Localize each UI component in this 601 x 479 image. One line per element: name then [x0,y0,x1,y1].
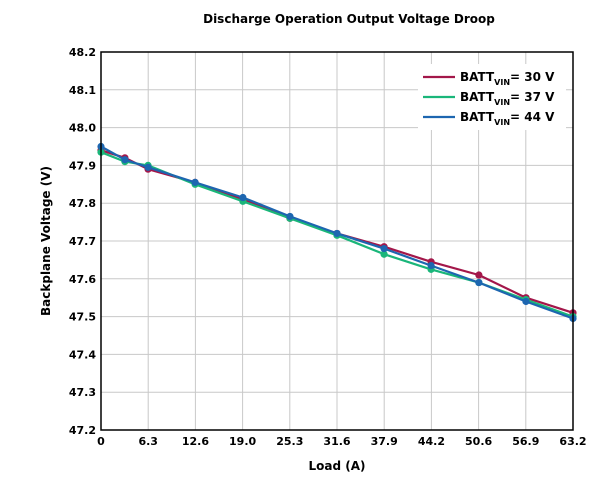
legend-label-suffix: = 37 V [510,90,555,104]
data-point [191,178,199,187]
y-tick-label: 48.0 [69,122,96,135]
x-tick-label: 44.2 [418,435,445,448]
y-tick-label: 47.7 [69,235,96,248]
y-tick-label: 47.4 [69,348,96,361]
data-point [333,229,341,238]
x-tick-label: 50.6 [465,435,492,448]
y-tick-label: 47.2 [69,424,96,437]
legend-label-suffix: = 30 V [510,70,555,84]
y-tick-labels: 47.2 47.3 47.4 47.5 47.6 47.7 47.8 47.9 48.0 48.1… [69,46,96,437]
data-point [239,193,247,202]
legend-label-main: BATT [460,90,495,104]
x-tick-label: 0 [97,435,105,448]
plot-frame [100,51,574,431]
legend-label: BATTVIN= 44 V [460,110,555,127]
x-tick-label: 37.9 [371,435,398,448]
legend-label-subscript: VIN [494,78,510,87]
y-tick-label: 48.1 [69,84,96,97]
x-axis-label: Load (A) [308,459,365,473]
legend-label-subscript: VIN [494,118,510,127]
x-tick-label: 56.9 [512,435,539,448]
data-point [144,163,152,171]
legend-label: BATTVIN= 37 V [460,90,555,107]
series-line [100,145,574,320]
data-point [475,271,483,279]
legend-label-main: BATT [460,110,495,124]
y-tick-label: 48.2 [69,46,96,59]
legend-label-subscript: VIN [494,98,510,107]
legend-label: BATTVIN= 30 V [460,70,555,87]
y-tick-label: 47.8 [69,197,96,210]
chart-title: Discharge Operation Output Voltage Droop [203,12,495,26]
y-tick-label: 47.3 [69,386,96,399]
x-tick-label: 31.6 [323,435,350,448]
y-axis-label: Backplane Voltage (V) [39,166,53,316]
y-tick-label: 47.6 [69,273,96,286]
x-tick-label: 25.3 [276,435,303,448]
legend-item: BATTVIN= 30 V [423,70,555,87]
legend-item: BATTVIN= 44 V [423,110,555,127]
y-tick-label: 47.9 [69,159,96,172]
x-tick-label: 19.0 [229,435,256,448]
x-tick-label: 63.2 [559,435,586,448]
data-point [121,156,129,164]
legend-label-main: BATT [460,70,495,84]
y-tick-label: 47.5 [69,311,96,324]
data-point [427,261,435,270]
data-point [475,278,483,287]
x-tick-labels: 0 6.3 12.6 19.0 25.3 31.6 37.9 44.2 50.6 56.9 63.2 [97,435,586,448]
data-point [380,244,388,253]
legend-label-suffix: = 44 V [510,110,555,124]
x-tick-label: 6.3 [138,435,158,448]
legend-item: BATTVIN= 37 V [423,90,555,107]
data-point [380,250,388,258]
data-point [286,212,294,221]
data-point [522,297,530,306]
x-tick-label: 12.6 [182,435,209,448]
